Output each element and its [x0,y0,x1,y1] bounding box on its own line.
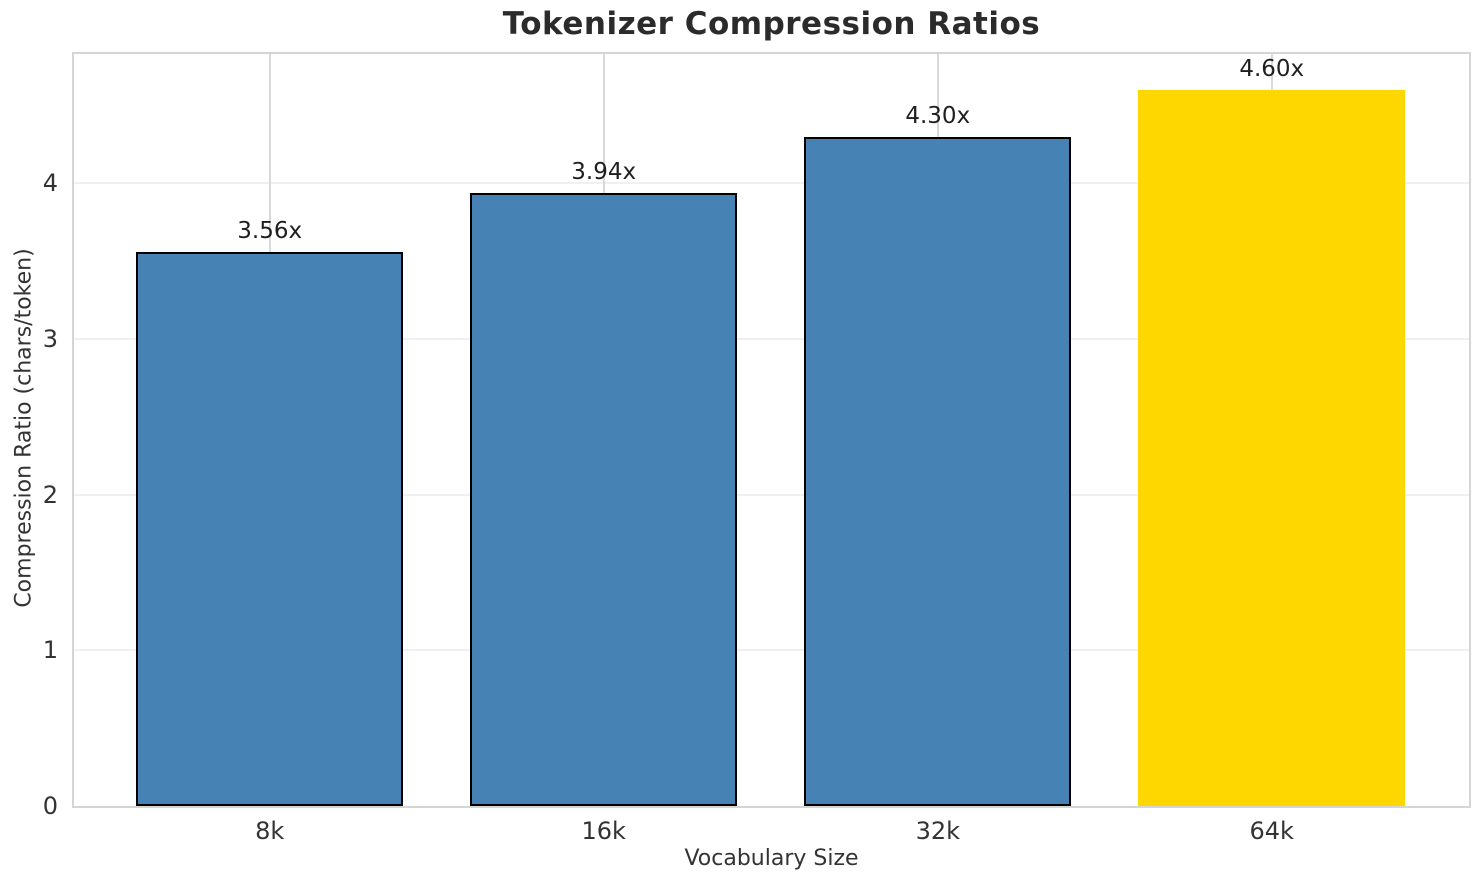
gridline-horizontal [74,337,1469,340]
x-tick-label-32k: 32k [915,817,960,845]
y-axis-label-text: Compression Ratio (chars/token) [11,248,37,608]
y-tick-label-0: 0 [42,792,58,820]
x-tick-label-8k: 8k [255,817,285,845]
x-tick-label-64k: 64k [1249,817,1294,845]
plot-area: 3.56x 3.94x 4.30x 4.60x [72,52,1471,808]
y-tick-label-4: 4 [42,169,58,198]
x-tick-label-16k: 16k [581,817,626,845]
bar-8k [136,252,404,806]
y-tick-label-2: 2 [42,480,58,509]
bar-value-label-8k: 3.56x [237,218,303,244]
x-axis-label: Vocabulary Size [684,846,859,871]
gridline-horizontal [74,493,1469,496]
bar-16k [470,193,738,806]
gridline-horizontal [74,649,1469,652]
chart-title: Tokenizer Compression Ratios [502,6,1041,42]
y-tick-label-3: 3 [42,324,58,353]
gridline-horizontal [74,182,1469,185]
bar-32k [804,137,1072,806]
bar-value-label-64k: 4.60x [1239,56,1305,82]
bar-64k [1138,90,1406,806]
bar-value-label-16k: 3.94x [571,159,637,185]
bar-value-label-32k: 4.30x [905,103,971,129]
y-tick-label-1: 1 [42,636,58,665]
